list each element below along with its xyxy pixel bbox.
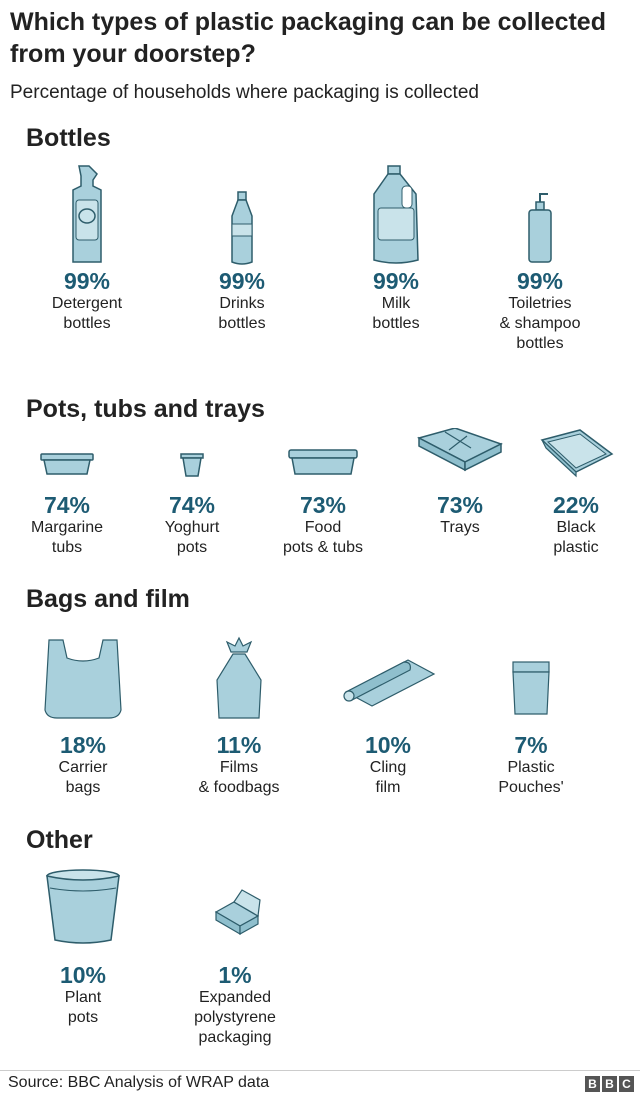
- label-films-foodbags: Films & foodbags: [198, 759, 280, 796]
- label-yoghurt-pots: Yoghurt pots: [164, 519, 220, 556]
- pct-food-pots-tubs: 73%: [299, 492, 347, 518]
- plant-pot-icon: [46, 869, 120, 944]
- yoghurt-pot-icon: [180, 453, 204, 477]
- label-toiletries-bottles: Toiletries & shampoo bottles: [499, 295, 581, 352]
- carrier-bag-icon: [44, 639, 122, 719]
- pct-films-foodbags: 11%: [216, 732, 262, 758]
- item-margarine-tubs: 74% Margarine tubs: [0, 428, 142, 558]
- section-heading-bottles: Bottles: [26, 124, 111, 152]
- bbc-logo-letter: B: [585, 1076, 600, 1092]
- pct-carrier-bags: 18%: [59, 732, 107, 758]
- pump-bottle-icon: [528, 193, 552, 263]
- label-black-plastic: Black plastic: [553, 519, 599, 556]
- item-food-pots-tubs: 73% Food pots & tubs: [248, 428, 398, 558]
- section-heading-bags-film: Bags and film: [26, 585, 190, 613]
- milk-bottle-icon: [373, 165, 419, 264]
- cling-film-icon: [343, 659, 436, 707]
- label-drinks-bottles: Drinks bottles: [218, 295, 266, 332]
- item-toiletries-bottles: 99% Toiletries & shampoo bottles: [465, 164, 615, 354]
- pct-plant-pots: 10%: [59, 962, 107, 988]
- item-plant-pots: 10% Plant pots: [8, 866, 158, 1028]
- margarine-tub-icon: [40, 453, 94, 475]
- pct-toiletries-bottles: 99%: [516, 268, 564, 294]
- pct-cling-film: 10%: [364, 732, 412, 758]
- pct-drinks-bottles: 99%: [218, 268, 266, 294]
- item-yoghurt-pots: 74% Yoghurt pots: [117, 428, 267, 558]
- footer-divider: [0, 1070, 640, 1071]
- food-tub-icon: [288, 449, 358, 475]
- detergent-bottle-icon: [72, 165, 102, 263]
- item-expanded-polystyrene: 1% Expanded polystyrene packaging: [160, 866, 310, 1048]
- label-detergent-bottles: Detergent bottles: [51, 295, 123, 332]
- item-trays: 73% Trays: [385, 428, 535, 538]
- pct-yoghurt-pots: 74%: [168, 492, 216, 518]
- label-margarine-tubs: Margarine tubs: [30, 519, 104, 556]
- source-note: Source: BBC Analysis of WRAP data: [8, 1074, 270, 1091]
- section-heading-pots-tubs-trays: Pots, tubs and trays: [26, 395, 265, 423]
- item-carrier-bags: 18% Carrier bags: [8, 636, 158, 798]
- pct-margarine-tubs: 74%: [43, 492, 91, 518]
- item-black-plastic: 22% Black plastic: [501, 428, 640, 558]
- pct-black-plastic: 22%: [552, 492, 600, 518]
- pct-milk-bottles: 99%: [372, 268, 420, 294]
- label-expanded-polystyrene: Expanded polystyrene packaging: [194, 989, 276, 1046]
- bbc-logo-letter: C: [619, 1076, 634, 1092]
- pouch-icon: [512, 661, 550, 715]
- label-plant-pots: Plant pots: [64, 989, 102, 1026]
- item-milk-bottles: 99% Milk bottles: [321, 164, 471, 334]
- pct-trays: 73%: [436, 492, 484, 518]
- chart-subtitle: Percentage of households where packaging…: [10, 82, 479, 103]
- label-trays: Trays: [440, 519, 480, 536]
- label-milk-bottles: Milk bottles: [372, 295, 420, 332]
- pct-detergent-bottles: 99%: [63, 268, 111, 294]
- item-cling-film: 10% Cling film: [313, 636, 463, 798]
- chart-title: Which types of plastic packaging can be …: [10, 8, 606, 68]
- item-films-foodbags: 11% Films & foodbags: [164, 636, 314, 798]
- polystyrene-box-icon: [214, 889, 261, 936]
- bbc-logo: B B C: [585, 1076, 634, 1092]
- item-detergent-bottles: 99% Detergent bottles: [12, 164, 162, 334]
- drinks-bottle-icon: [231, 191, 253, 265]
- black-plastic-tray-icon: [540, 429, 614, 478]
- label-food-pots-tubs: Food pots & tubs: [282, 519, 364, 556]
- pct-plastic-pouches: 7%: [514, 732, 548, 758]
- label-cling-film: Cling film: [369, 759, 407, 796]
- label-plastic-pouches: Plastic Pouches': [498, 759, 564, 796]
- item-plastic-pouches: 7% Plastic Pouches': [456, 636, 606, 798]
- section-heading-other: Other: [26, 826, 93, 854]
- bbc-logo-letter: B: [602, 1076, 617, 1092]
- pct-expanded-polystyrene: 1%: [218, 962, 252, 988]
- food-bag-icon: [216, 636, 262, 719]
- item-drinks-bottles: 99% Drinks bottles: [167, 164, 317, 334]
- tray-icon: [416, 428, 503, 472]
- label-carrier-bags: Carrier bags: [58, 759, 108, 796]
